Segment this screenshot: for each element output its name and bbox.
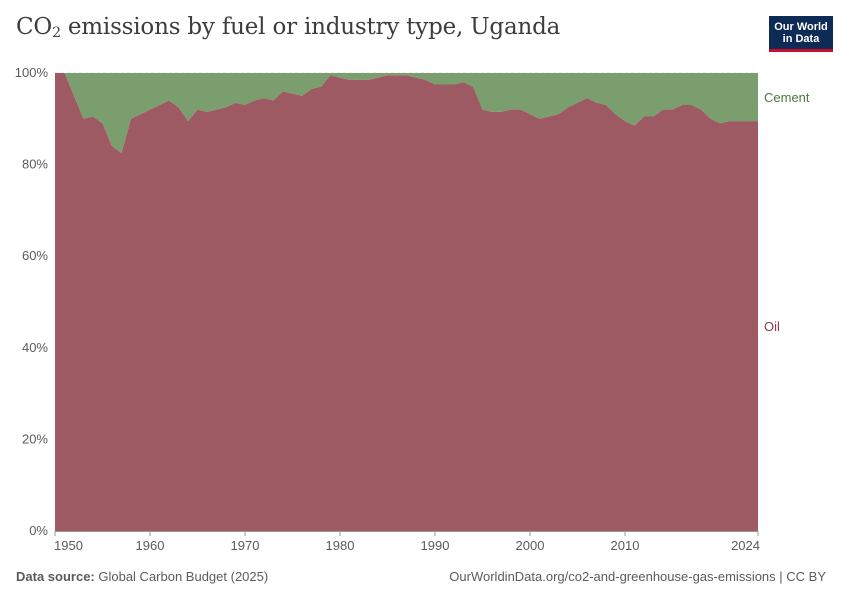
data-source: Data source: Global Carbon Budget (2025) — [16, 569, 268, 584]
oil-area — [55, 73, 758, 531]
y-tick-label: 20% — [22, 431, 48, 446]
x-tick-label: 1980 — [326, 538, 355, 553]
x-tick-label: 2010 — [611, 538, 640, 553]
source-url[interactable]: OurWorldinData.org/co2-and-greenhouse-ga… — [449, 569, 826, 584]
owid-logo[interactable]: Our World in Data — [769, 16, 833, 52]
legend-label-cement: Cement — [764, 90, 810, 105]
data-source-value[interactable]: Global Carbon Budget (2025) — [94, 569, 269, 584]
cement-area — [55, 73, 758, 154]
logo-line-2: in Data — [782, 33, 820, 45]
title-post: emissions by fuel or industry type, Ugan… — [60, 14, 561, 40]
y-tick-label: 60% — [22, 248, 48, 263]
y-tick-label: 0% — [29, 523, 48, 538]
y-tick-label: 80% — [22, 157, 48, 172]
area-chart: 0% 20% 40% 60% 80% 100% 1950 1960 1970 1980 1990 20… — [15, 65, 810, 553]
data-source-label: Data source: — [16, 569, 95, 584]
chart-title: CO2 emissions by fuel or industry type, … — [16, 14, 560, 41]
y-tick-label: 100% — [15, 65, 49, 80]
title-subscript: 2 — [52, 25, 61, 41]
x-tick-label: 2000 — [516, 538, 545, 553]
x-tick-label: 1960 — [136, 538, 165, 553]
logo-line-1: Our World — [774, 21, 828, 33]
y-tick-label: 40% — [22, 340, 48, 355]
x-tick-label: 2024 — [731, 538, 760, 553]
x-tick-label: 1970 — [231, 538, 260, 553]
legend-label-oil: Oil — [764, 319, 780, 334]
x-tick-label: 1950 — [54, 538, 83, 553]
title-pre: CO — [16, 14, 53, 40]
x-tick-label: 1990 — [421, 538, 450, 553]
